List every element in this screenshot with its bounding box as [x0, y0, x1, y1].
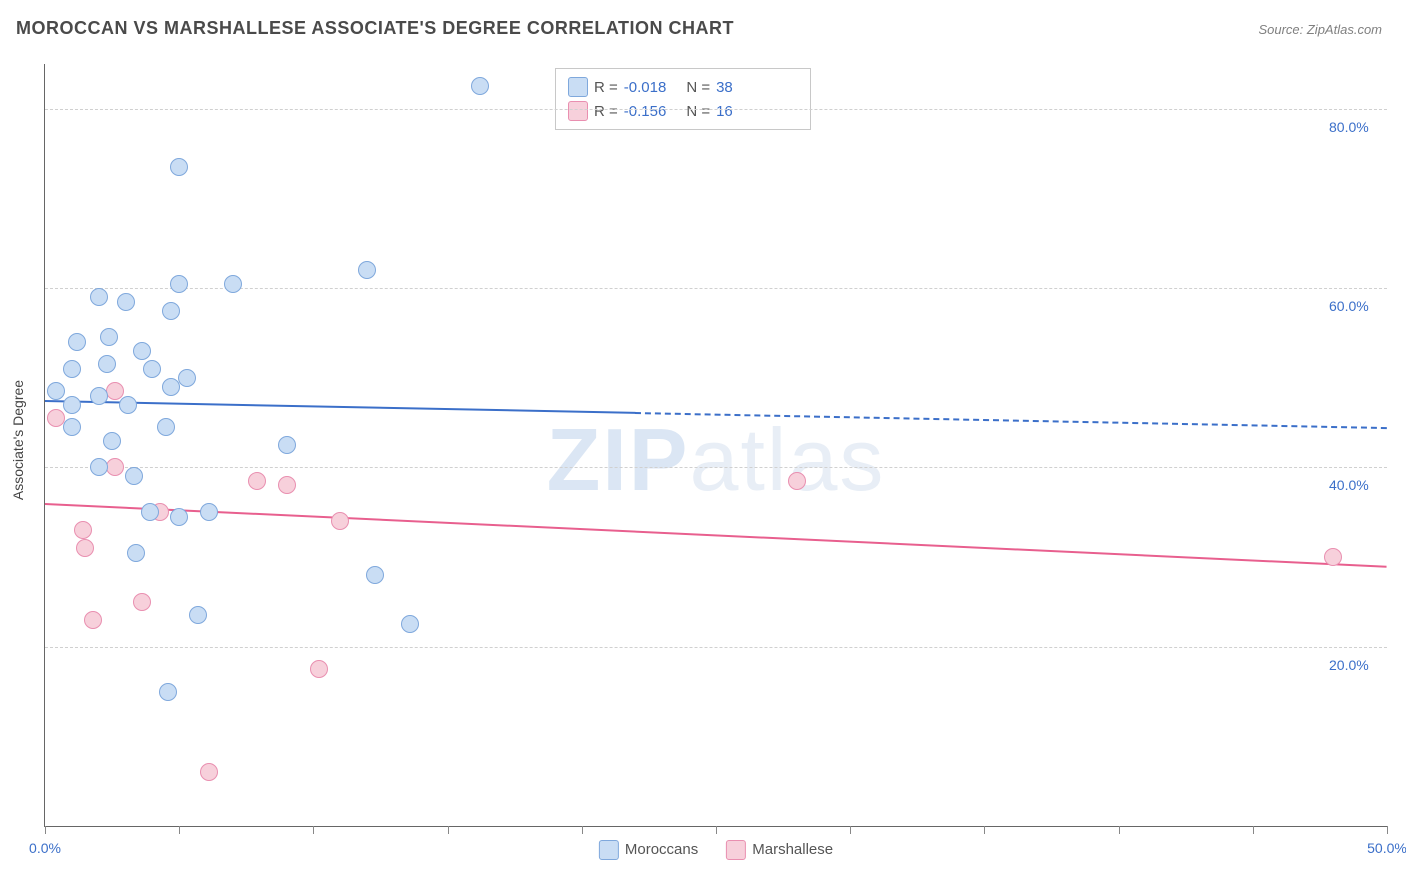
trend-line — [45, 503, 1387, 568]
swatch-moroccans — [568, 77, 588, 97]
r-prefix: R = — [594, 103, 618, 120]
data-point — [63, 396, 81, 414]
y-tick-label: 20.0% — [1329, 657, 1379, 673]
stats-row-moroccans: R = -0.018 N = 38 — [568, 75, 798, 99]
data-point — [90, 458, 108, 476]
x-tick — [850, 826, 851, 834]
swatch-marshallese — [726, 840, 746, 860]
n-prefix: N = — [686, 103, 710, 120]
series-legend: Moroccans Marshallese — [599, 840, 833, 860]
data-point — [278, 476, 296, 494]
data-point — [106, 458, 124, 476]
x-tick-label: 50.0% — [1367, 840, 1406, 856]
legend-item-moroccans: Moroccans — [599, 840, 698, 860]
data-point — [84, 611, 102, 629]
data-point — [366, 566, 384, 584]
legend-item-marshallese: Marshallese — [726, 840, 833, 860]
r-prefix: R = — [594, 79, 618, 96]
x-tick — [716, 826, 717, 834]
legend-label-moroccans: Moroccans — [625, 841, 698, 858]
stats-row-marshallese: R = -0.156 N = 16 — [568, 99, 798, 123]
chart-title: MOROCCAN VS MARSHALLESE ASSOCIATE'S DEGR… — [16, 18, 734, 39]
data-point — [98, 355, 116, 373]
x-tick — [313, 826, 314, 834]
y-tick-label: 60.0% — [1329, 298, 1379, 314]
gridline — [45, 288, 1387, 289]
trend-line — [635, 412, 1387, 429]
data-point — [178, 369, 196, 387]
data-point — [90, 288, 108, 306]
data-point — [157, 418, 175, 436]
watermark: ZIPatlas — [547, 409, 886, 511]
x-tick — [984, 826, 985, 834]
x-tick — [582, 826, 583, 834]
data-point — [133, 593, 151, 611]
data-point — [63, 360, 81, 378]
data-point — [162, 378, 180, 396]
stats-legend: R = -0.018 N = 38 R = -0.156 N = 16 — [555, 68, 811, 130]
data-point — [100, 328, 118, 346]
data-point — [224, 275, 242, 293]
data-point — [200, 763, 218, 781]
data-point — [76, 539, 94, 557]
data-point — [103, 432, 121, 450]
data-point — [278, 436, 296, 454]
swatch-moroccans — [599, 840, 619, 860]
data-point — [471, 77, 489, 95]
data-point — [117, 293, 135, 311]
watermark-bold: ZIP — [547, 410, 690, 509]
data-point — [358, 261, 376, 279]
data-point — [47, 382, 65, 400]
data-point — [170, 508, 188, 526]
data-point — [162, 302, 180, 320]
r-value-marshallese: -0.156 — [624, 103, 667, 120]
data-point — [331, 512, 349, 530]
x-tick — [1387, 826, 1388, 834]
data-point — [133, 342, 151, 360]
data-point — [68, 333, 86, 351]
data-point — [248, 472, 266, 490]
data-point — [90, 387, 108, 405]
y-axis-label: Associate's Degree — [10, 380, 26, 500]
gridline — [45, 109, 1387, 110]
n-value-moroccans: 38 — [716, 79, 733, 96]
gridline — [45, 467, 1387, 468]
n-value-marshallese: 16 — [716, 103, 733, 120]
data-point — [143, 360, 161, 378]
x-tick — [179, 826, 180, 834]
data-point — [310, 660, 328, 678]
watermark-rest: atlas — [690, 410, 886, 509]
x-tick-label: 0.0% — [29, 840, 61, 856]
data-point — [74, 521, 92, 539]
legend-label-marshallese: Marshallese — [752, 841, 833, 858]
data-point — [141, 503, 159, 521]
data-point — [788, 472, 806, 490]
data-point — [170, 275, 188, 293]
data-point — [170, 158, 188, 176]
data-point — [401, 615, 419, 633]
data-point — [119, 396, 137, 414]
y-tick-label: 40.0% — [1329, 477, 1379, 493]
y-tick-label: 80.0% — [1329, 119, 1379, 135]
r-value-moroccans: -0.018 — [624, 79, 667, 96]
x-tick — [448, 826, 449, 834]
gridline — [45, 647, 1387, 648]
data-point — [63, 418, 81, 436]
swatch-marshallese — [568, 101, 588, 121]
data-point — [1324, 548, 1342, 566]
source-label: Source: ZipAtlas.com — [1258, 22, 1382, 37]
data-point — [189, 606, 207, 624]
data-point — [159, 683, 177, 701]
n-prefix: N = — [686, 79, 710, 96]
scatter-plot: ZIPatlas R = -0.018 N = 38 R = -0.156 N … — [44, 64, 1387, 827]
x-tick — [45, 826, 46, 834]
x-tick — [1253, 826, 1254, 834]
x-tick — [1119, 826, 1120, 834]
data-point — [125, 467, 143, 485]
data-point — [127, 544, 145, 562]
data-point — [200, 503, 218, 521]
